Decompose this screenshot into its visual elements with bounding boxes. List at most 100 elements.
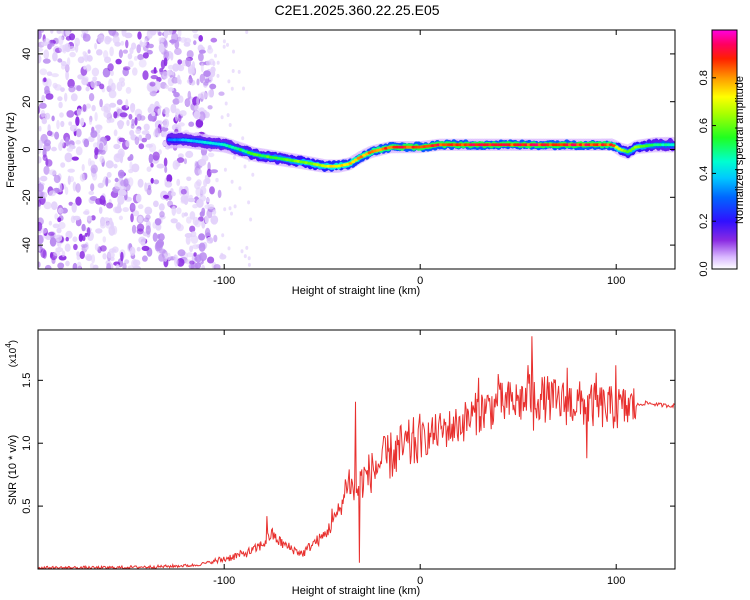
spectrogram-noise-blob: [47, 231, 55, 236]
spectrogram-noise-blob: [170, 218, 178, 224]
spectrogram-noise-blob: [194, 104, 200, 113]
spectrogram-noise-blob: [136, 246, 141, 252]
spectrogram-noise-blob: [190, 231, 197, 238]
spectrogram-noise-blob: [137, 215, 143, 223]
spectrogram-noise-blob: [43, 201, 52, 210]
spectrogram-noise-blob: [177, 153, 184, 159]
spectrogram-y-axis-label: Frequency (Hz): [5, 112, 17, 188]
spectrogram-noise-blob: [76, 261, 82, 269]
spectrogram-noise-blob: [65, 230, 73, 239]
spectrogram-noise-blob: [232, 49, 235, 54]
spectrogram-noise-blob: [110, 82, 116, 92]
spectrogram-noise-blob: [194, 181, 201, 190]
snr-multiplier-base: (x10: [8, 347, 19, 367]
spectrogram-noise-blob: [106, 118, 112, 124]
spectrogram-noise-blob: [207, 256, 215, 264]
spectrogram-noise-blob: [48, 169, 57, 176]
spectrogram-noise-blob: [223, 207, 227, 212]
spectrogram-noise-blob: [81, 164, 85, 172]
spectrogram-noise-blob: [171, 205, 177, 216]
spectrogram-noise-blob: [198, 233, 206, 241]
spectrogram-noise-blob: [184, 37, 192, 44]
spectrogram-noise-blob: [129, 161, 133, 171]
spectrogram-noise-blob: [38, 246, 41, 252]
spectrogram-noise-blob: [130, 103, 136, 108]
spectrogram-noise-blob: [134, 117, 138, 126]
spectrogram-noise-blob: [150, 162, 154, 168]
spectrogram-ridge-core: [524, 143, 528, 147]
spectrogram-noise-blob: [79, 251, 85, 259]
spectrogram-noise-blob: [107, 63, 114, 72]
spectrogram-noise-blob: [116, 81, 123, 92]
spectrogram-ridge-core: [567, 143, 572, 147]
spectrogram-noise-blob: [118, 49, 123, 59]
spectrogram-noise-blob: [111, 246, 119, 253]
spectrogram-noise-blob: [68, 33, 76, 41]
spectrogram-noise-blob: [196, 96, 200, 106]
spectrogram-noise-blob: [57, 217, 62, 223]
spectrogram-noise-blob: [128, 169, 134, 174]
spectrogram-noise-blob: [158, 43, 165, 53]
spectrogram-x-tick-label: 0: [417, 275, 423, 287]
spectrogram-noise-blob: [127, 60, 134, 68]
spectrogram-noise-blob: [43, 165, 50, 175]
spectrogram-noise-blob: [189, 77, 193, 84]
spectrogram-noise-blob: [103, 103, 111, 113]
spectrogram-ridge-core: [172, 138, 177, 142]
spectrogram-noise-blob: [84, 172, 88, 180]
spectrogram-noise-blob: [193, 252, 197, 257]
spectrogram-noise-blob: [128, 113, 133, 120]
spectrogram-noise-blob: [201, 264, 205, 269]
spectrogram-noise-blob: [64, 152, 73, 163]
spectrogram-noise-blob: [51, 201, 58, 211]
spectrogram-noise-blob: [82, 235, 86, 242]
spectrogram-noise-blob: [86, 227, 91, 237]
spectrogram-noise-blob: [68, 121, 73, 126]
spectrogram-noise-blob: [100, 216, 106, 227]
spectrogram-noise-blob: [45, 93, 54, 100]
spectrogram-noise-blob: [157, 108, 161, 116]
spectrogram-noise-blob: [195, 119, 204, 128]
spectrogram-noise-blob: [102, 253, 107, 260]
spectrogram-noise-blob: [52, 82, 58, 89]
spectrogram-noise-blob: [162, 108, 166, 115]
spectrogram-noise-blob: [154, 218, 162, 226]
spectrogram-noise-blob: [148, 153, 153, 164]
spectrogram-noise-blob: [247, 262, 251, 267]
spectrogram-noise-blob: [133, 56, 138, 61]
spectrogram-noise-blob: [243, 254, 247, 259]
spectrogram-noise-blob: [226, 113, 230, 118]
spectrogram-noise-blob: [113, 153, 122, 163]
spectrogram-noise-blob: [39, 68, 48, 76]
spectrogram-noise-blob: [78, 233, 84, 242]
spectrogram-ridge-core: [628, 149, 633, 152]
spectrogram-noise-blob: [108, 225, 116, 236]
spectrogram-noise-blob: [48, 220, 53, 226]
spectrogram-noise-blob: [82, 104, 87, 112]
spectrogram-noise-blob: [178, 95, 184, 103]
spectrogram-noise-blob: [100, 245, 107, 252]
spectrogram-noise-blob: [153, 200, 159, 208]
snr-y-tick-label: 1.5: [21, 373, 33, 388]
spectrogram-noise-blob: [46, 71, 53, 76]
spectrogram-noise-blob: [48, 190, 56, 197]
spectrogram-noise-blob: [127, 156, 132, 161]
spectrogram-noise-blob: [69, 51, 76, 58]
spectrogram-noise-blob: [125, 98, 129, 109]
spectrogram-noise-blob: [132, 259, 141, 267]
spectrogram-noise-blob: [186, 176, 192, 182]
spectrogram-noise-blob: [207, 89, 214, 98]
snr-y-multiplier: (x104): [4, 340, 19, 367]
spectrogram-noise-blob: [85, 103, 92, 109]
spectrogram-noise-blob: [95, 228, 103, 234]
spectrogram-noise-blob: [186, 50, 194, 59]
snr-y-tick-label: 1.0: [21, 436, 33, 451]
spectrogram-noise-blob: [75, 128, 82, 138]
spectrogram-noise-blob: [59, 139, 64, 148]
spectrogram-noise-blob: [207, 152, 215, 158]
spectrogram-noise-blob: [69, 176, 75, 183]
spectrogram-noise-blob: [120, 179, 127, 187]
spectrogram-ridge-core: [578, 143, 583, 147]
spectrogram-noise-blob: [38, 190, 44, 199]
spectrogram-noise-blob: [108, 89, 117, 99]
